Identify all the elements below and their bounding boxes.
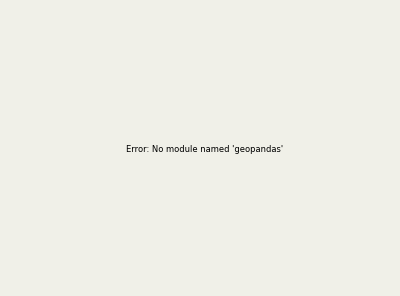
Text: Error: No module named 'geopandas': Error: No module named 'geopandas' <box>126 145 284 154</box>
